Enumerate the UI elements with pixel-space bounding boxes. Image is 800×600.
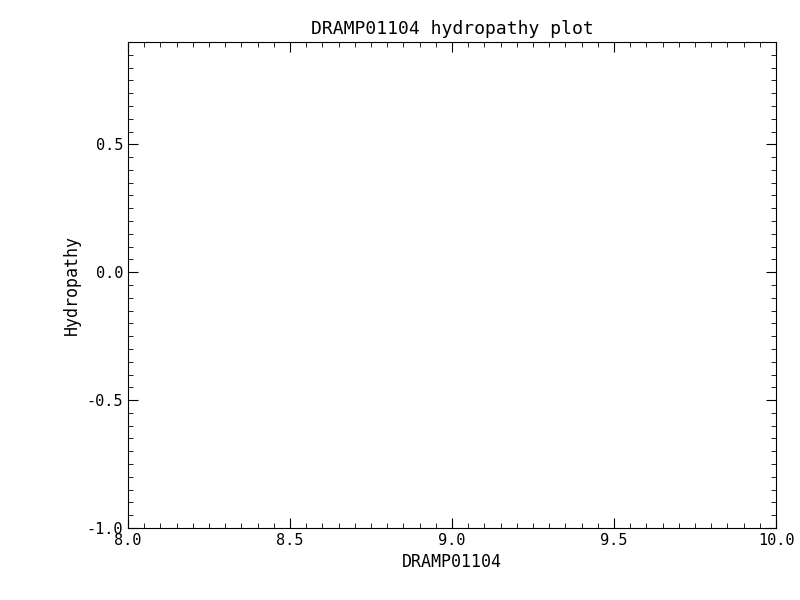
Y-axis label: Hydropathy: Hydropathy [63, 235, 81, 335]
Title: DRAMP01104 hydropathy plot: DRAMP01104 hydropathy plot [310, 20, 594, 38]
X-axis label: DRAMP01104: DRAMP01104 [402, 553, 502, 571]
